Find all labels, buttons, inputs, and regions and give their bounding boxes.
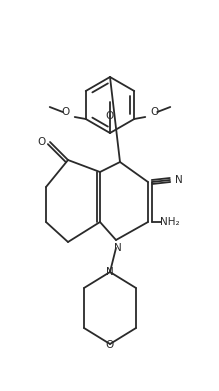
Text: N: N [175,175,183,185]
Text: N: N [114,243,122,253]
Text: N: N [106,267,114,277]
Text: O: O [38,137,46,147]
Text: NH₂: NH₂ [160,217,180,227]
Text: O: O [106,111,114,121]
Text: O: O [62,107,70,117]
Text: O: O [106,340,114,350]
Text: O: O [150,107,158,117]
